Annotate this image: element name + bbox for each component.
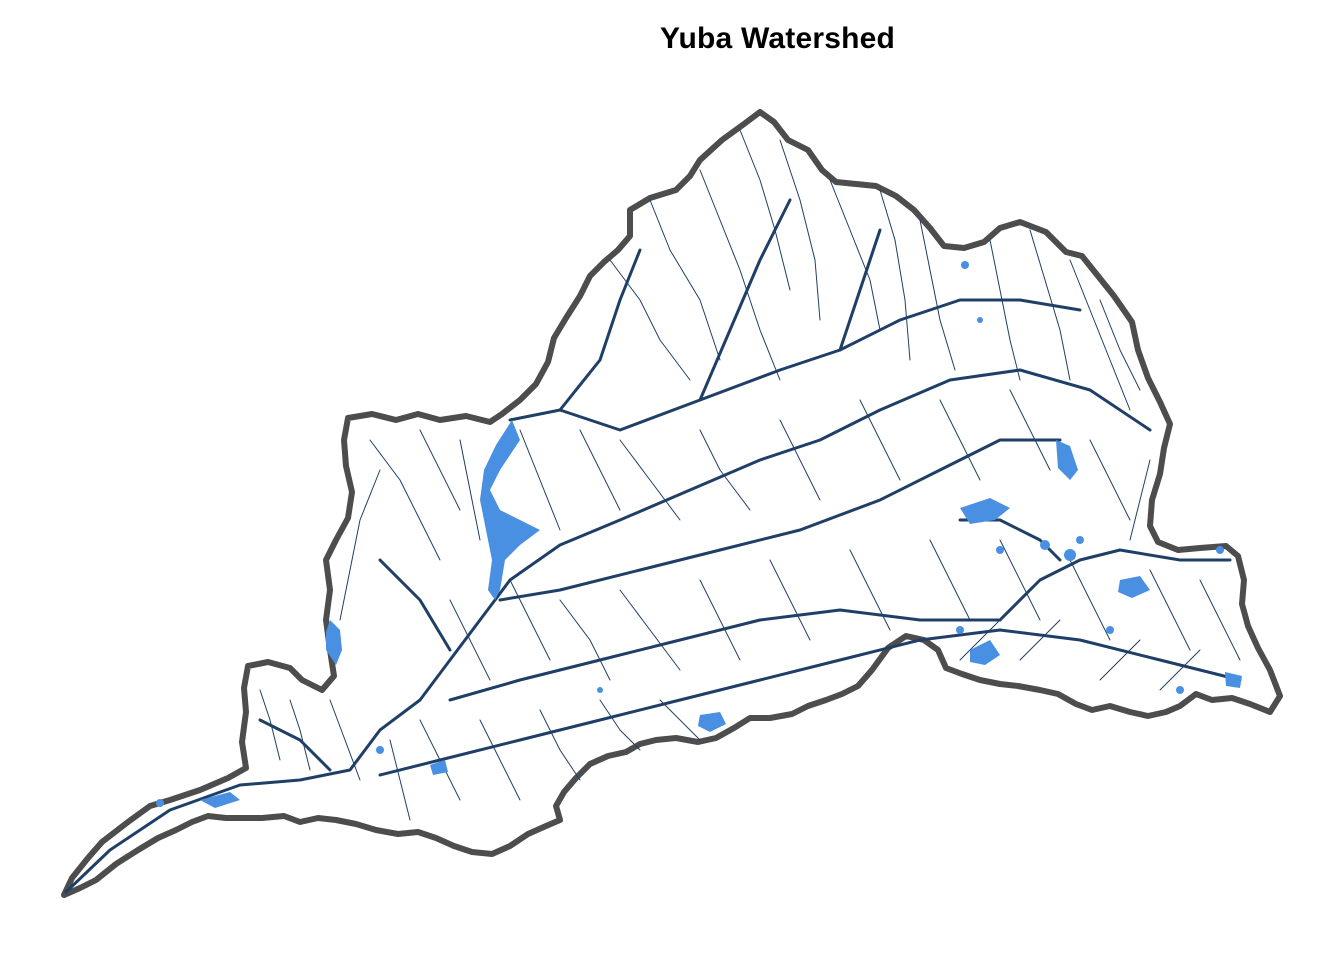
lake-east-4 (970, 640, 1000, 665)
lake-east-3 (1118, 576, 1150, 598)
lake-west (326, 620, 342, 665)
lake-lower (430, 760, 448, 775)
map-title: Yuba Watershed (659, 22, 896, 55)
lake-east-2 (960, 498, 1010, 524)
major-streams (64, 198, 1242, 894)
lake-east-5 (1225, 672, 1242, 688)
reservoir-north (480, 420, 540, 600)
lake-river-mouth (200, 792, 240, 808)
watershed-boundary (61, 109, 1283, 898)
lake-central (698, 712, 726, 732)
water-bodies (156, 261, 1242, 808)
lake-east-1 (1056, 440, 1078, 480)
